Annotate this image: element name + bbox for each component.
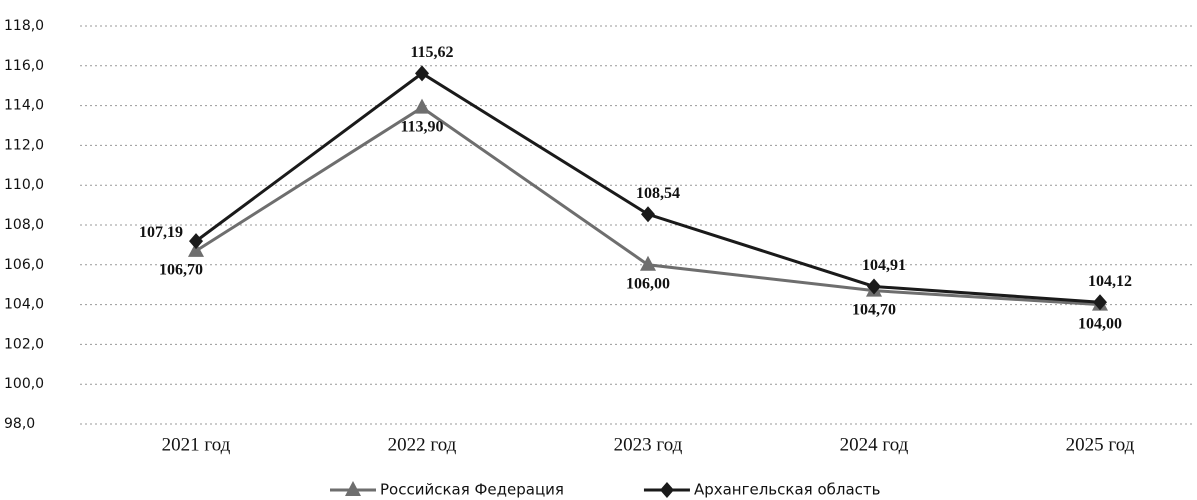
triangle-marker bbox=[188, 241, 204, 257]
data-label: 108,54 bbox=[636, 185, 680, 202]
y-tick-label: 110,0 bbox=[4, 177, 44, 193]
triangle-marker bbox=[414, 98, 430, 114]
y-tick-label: 102,0 bbox=[4, 336, 44, 352]
y-tick-label: 112,0 bbox=[4, 137, 44, 153]
data-label: 104,00 bbox=[1078, 315, 1122, 332]
legend-label: Архангельская область bbox=[694, 481, 881, 499]
data-label: 106,70 bbox=[159, 262, 203, 279]
x-tick-label: 2024 год bbox=[840, 434, 909, 455]
data-label: 115,62 bbox=[410, 44, 453, 61]
y-tick-label: 114,0 bbox=[4, 98, 44, 114]
y-tick-label: 100,0 bbox=[4, 376, 44, 392]
data-label: 106,00 bbox=[626, 275, 670, 292]
y-tick-label: 108,0 bbox=[4, 217, 44, 233]
diamond-marker bbox=[867, 278, 881, 295]
data-label: 104,91 bbox=[862, 257, 906, 274]
x-tick-label: 2023 год bbox=[614, 434, 683, 455]
y-tick-label: 104,0 bbox=[4, 297, 44, 313]
diamond-marker bbox=[1093, 294, 1107, 311]
x-tick-label: 2021 год bbox=[162, 434, 231, 455]
legend-label: Российская Федерация bbox=[380, 481, 564, 499]
y-tick-label: 116,0 bbox=[4, 58, 44, 74]
y-tick-label: 106,0 bbox=[4, 257, 44, 273]
diamond-marker bbox=[659, 482, 674, 498]
x-tick-label: 2025 год bbox=[1066, 434, 1135, 455]
diamond-marker bbox=[641, 206, 655, 223]
y-tick-label: 98,0 bbox=[4, 416, 35, 432]
diamond-marker bbox=[189, 233, 203, 250]
x-tick-label: 2022 год bbox=[388, 434, 457, 455]
data-label: 104,12 bbox=[1088, 273, 1132, 290]
data-label: 113,90 bbox=[400, 118, 443, 135]
triangle-marker bbox=[640, 255, 656, 271]
y-tick-label: 118,0 bbox=[4, 18, 44, 34]
data-label: 107,19 bbox=[139, 224, 183, 241]
data-label: 104,70 bbox=[852, 301, 896, 318]
diamond-marker bbox=[415, 65, 429, 82]
triangle-marker bbox=[345, 481, 361, 496]
